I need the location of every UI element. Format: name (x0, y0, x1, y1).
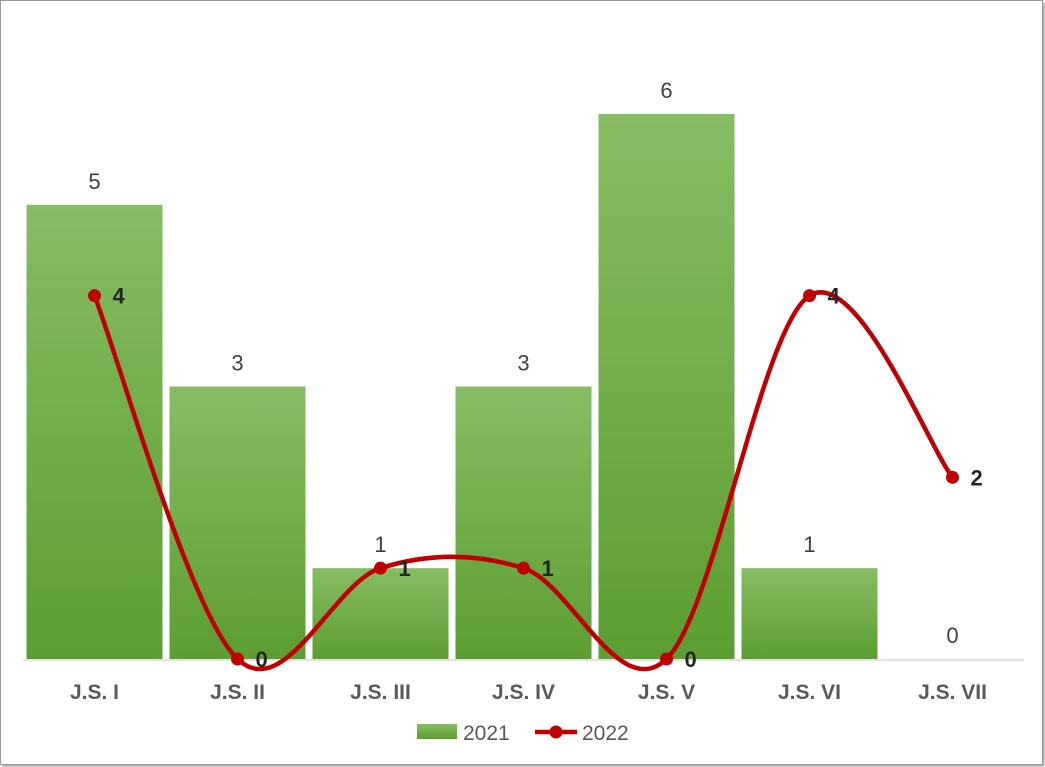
line-value-label: 0 (256, 647, 268, 672)
line-2022-point-4 (517, 561, 530, 575)
line-2022-point-5 (660, 652, 673, 666)
line-2022-point-2 (231, 652, 244, 666)
legend-label-2022: 2022 (582, 722, 629, 745)
line-2022 (88, 289, 959, 672)
line-2022-point-6 (803, 289, 816, 303)
bar-value-label: 1 (803, 532, 815, 557)
line-2022-point-7 (946, 470, 959, 484)
line-value-label: 1 (542, 556, 554, 581)
bar-value-label: 3 (517, 351, 529, 376)
bar-2021-4 (455, 386, 592, 659)
bar-value-label: 1 (374, 532, 386, 557)
category-label: J.S. III (350, 681, 411, 704)
bars-2021 (26, 114, 878, 660)
bar-value-label: 6 (660, 78, 672, 103)
line-2022-point-1 (88, 289, 101, 303)
bar-2021-3 (312, 568, 449, 659)
category-label: J.S. II (210, 681, 265, 704)
category-label: J.S. VI (778, 681, 841, 704)
bar-value-label: 3 (231, 351, 243, 376)
category-label: J.S. I (70, 681, 119, 704)
legend-label-2021: 2021 (463, 722, 510, 745)
category-label: J.S. V (638, 681, 695, 704)
line-value-label: 4 (113, 284, 126, 309)
bar-2021-6 (741, 568, 878, 659)
legend-swatch-2021 (417, 724, 457, 739)
bar-value-labels: 5 3 1 3 6 1 0 (88, 78, 958, 648)
bar-2021-2 (169, 386, 306, 659)
category-labels: J.S. I J.S. II J.S. III J.S. IV J.S. V J.S. V… (70, 681, 987, 704)
bar-2021-5 (598, 114, 735, 659)
line-value-label: 0 (685, 647, 697, 672)
line-value-label: 2 (971, 465, 983, 490)
line-value-label: 4 (828, 284, 841, 309)
line-value-label: 1 (399, 556, 411, 581)
bar-value-label: 0 (946, 623, 958, 648)
legend-marker-2022 (549, 725, 563, 739)
legend: 2021 2022 (417, 722, 629, 745)
category-label: J.S. VII (918, 681, 987, 704)
bar-value-label: 5 (88, 169, 100, 194)
category-label: J.S. IV (492, 681, 555, 704)
line-2022-point-3 (374, 561, 387, 575)
